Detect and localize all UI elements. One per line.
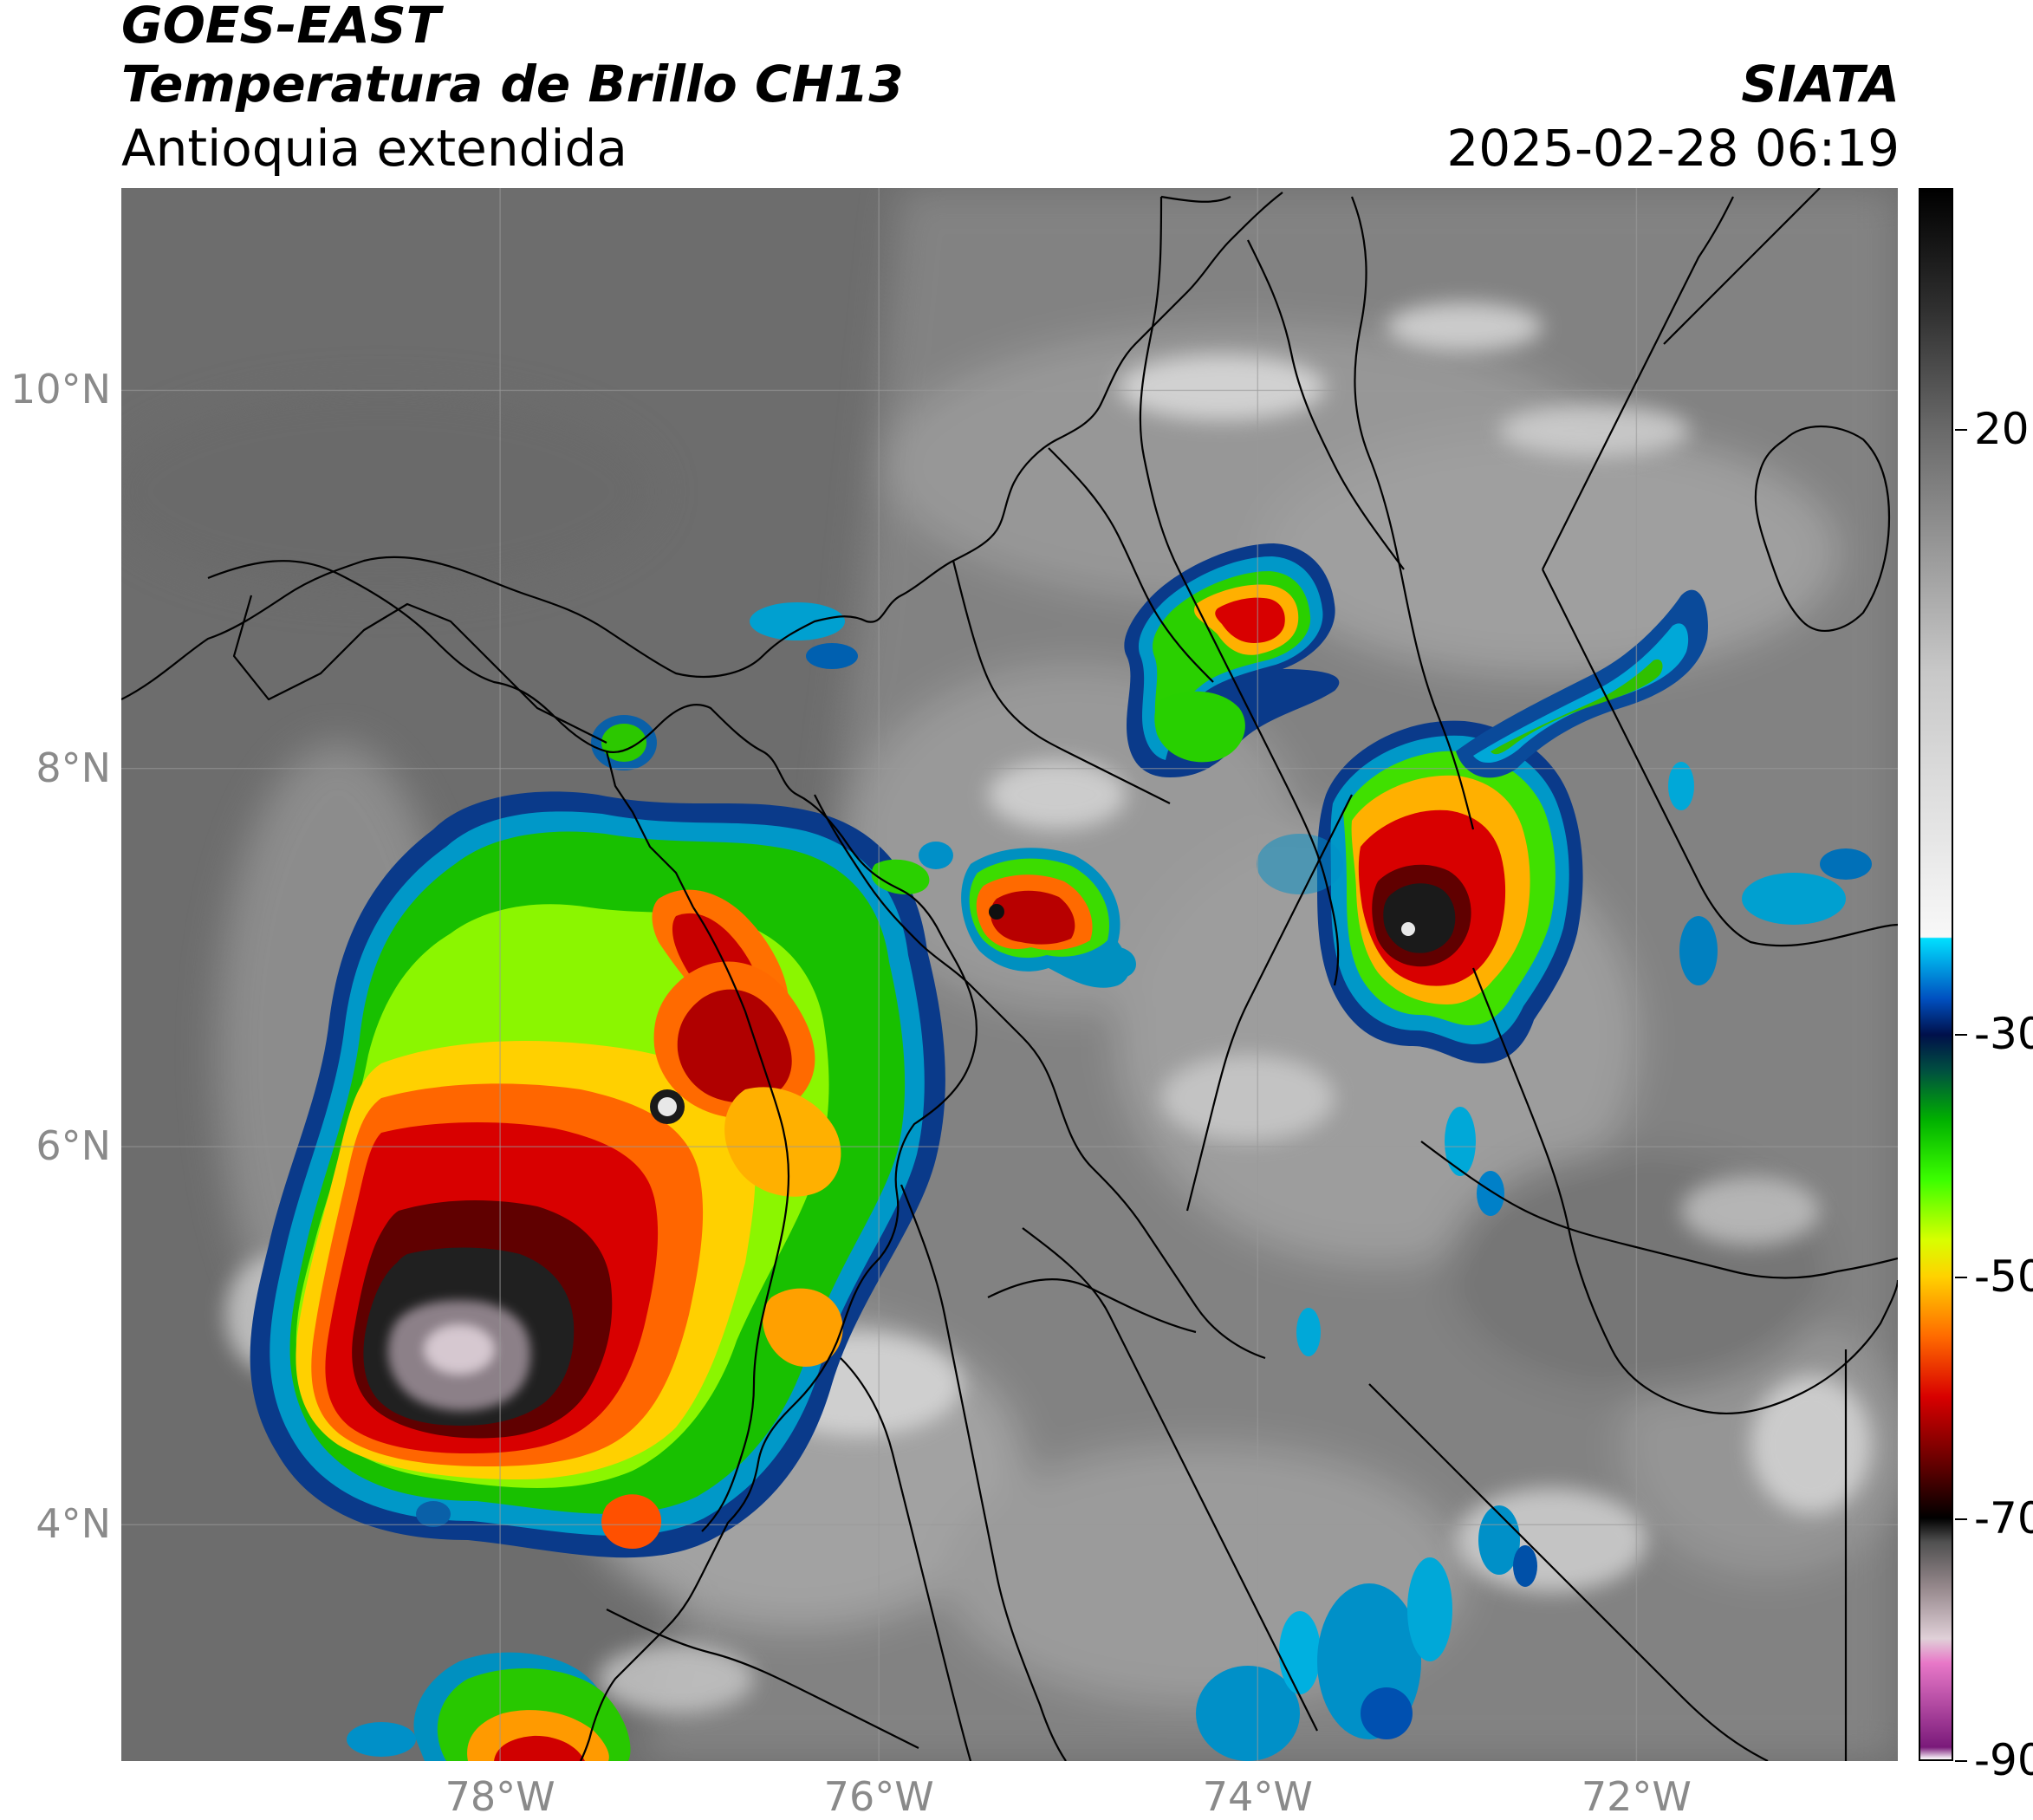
colorbar-tick-mark bbox=[1955, 429, 1967, 432]
lon-tick-label: 78°W bbox=[445, 1773, 555, 1820]
boundary-cesar bbox=[1350, 196, 1475, 830]
boundary-magdalena bbox=[1247, 239, 1405, 570]
storm-north bbox=[1124, 543, 1340, 777]
lat-tick-label: 8°N bbox=[36, 744, 111, 791]
colorbar-tick-mark bbox=[1955, 1276, 1967, 1278]
boundary-venezuela-south bbox=[1542, 569, 1898, 947]
lat-tick-label: 10°N bbox=[10, 366, 111, 413]
colorbar-tick-mark bbox=[1955, 1034, 1967, 1037]
product-title: Temperatura de Brillo CH13 bbox=[121, 55, 904, 114]
lon-tick-label: 74°W bbox=[1202, 1773, 1313, 1820]
boundary-nariño bbox=[606, 1609, 919, 1749]
scattered-cells bbox=[347, 602, 1872, 1761]
brand-label: SIATA bbox=[1741, 55, 1900, 114]
colorbar-tick-label: -90 bbox=[1974, 1735, 2033, 1785]
storm-central bbox=[871, 848, 1136, 988]
boundary-bolivar bbox=[1139, 196, 1340, 986]
lat-tick-label: 4°N bbox=[36, 1500, 111, 1548]
boundary-casanare bbox=[1420, 1141, 1898, 1279]
lat-tick-label: 6°N bbox=[36, 1122, 111, 1170]
boundary-santander bbox=[1185, 794, 1353, 1212]
coastline-caribbean bbox=[121, 192, 1283, 700]
lon-tick-label: 76°W bbox=[823, 1773, 934, 1820]
colorbar-tick-label: -70 bbox=[1974, 1492, 2033, 1544]
graticule bbox=[121, 188, 1898, 1761]
colorbar-tick-label: 20 bbox=[1974, 404, 2030, 455]
colorbar bbox=[1919, 188, 1953, 1761]
colorbar-tick-mark bbox=[1955, 1760, 1967, 1762]
colombia-choco-coast bbox=[692, 907, 790, 1532]
storm-pacific-choco bbox=[250, 791, 945, 1558]
panama-colombia-border bbox=[605, 751, 694, 908]
boundary-cordoba bbox=[952, 560, 1171, 804]
timestamp-label: 2025-02-28 06:19 bbox=[1446, 119, 1900, 178]
island-coast bbox=[1160, 195, 1231, 203]
guajira-coast bbox=[1663, 188, 1821, 345]
colorbar-tick-mark bbox=[1955, 1518, 1967, 1520]
region-subtitle: Antioquia extendida bbox=[121, 119, 627, 178]
colorbar-tick-label: -30 bbox=[1974, 1009, 2033, 1060]
panama-interior bbox=[232, 595, 607, 744]
storm-east bbox=[1317, 589, 1708, 1063]
coastline-panama-south bbox=[207, 560, 978, 1761]
boundaries bbox=[121, 188, 1898, 1761]
boundary-meta bbox=[1368, 1383, 1769, 1761]
map-panel[interactable] bbox=[121, 188, 1898, 1761]
boundary-sucre bbox=[1048, 447, 1214, 683]
satellite-title: GOES-EAST bbox=[121, 0, 441, 55]
boundary-venezuela bbox=[1542, 196, 1734, 570]
boundary-tolima bbox=[900, 1184, 1067, 1761]
satellite-map bbox=[121, 188, 1898, 1761]
boundary-caldas bbox=[987, 1278, 1197, 1334]
storm-south bbox=[413, 1652, 631, 1761]
colorbar-tick-label: -50 bbox=[1974, 1251, 2033, 1302]
lake-maracaibo bbox=[1754, 426, 1891, 632]
boundary-boyaca bbox=[1471, 967, 1898, 1415]
convective-cells bbox=[250, 543, 1872, 1761]
boundary-antioquia bbox=[814, 794, 1266, 1360]
boundary-cundinamarca bbox=[1022, 1227, 1318, 1732]
lon-tick-label: 72°W bbox=[1581, 1773, 1692, 1820]
boundary-valle bbox=[840, 1357, 972, 1761]
